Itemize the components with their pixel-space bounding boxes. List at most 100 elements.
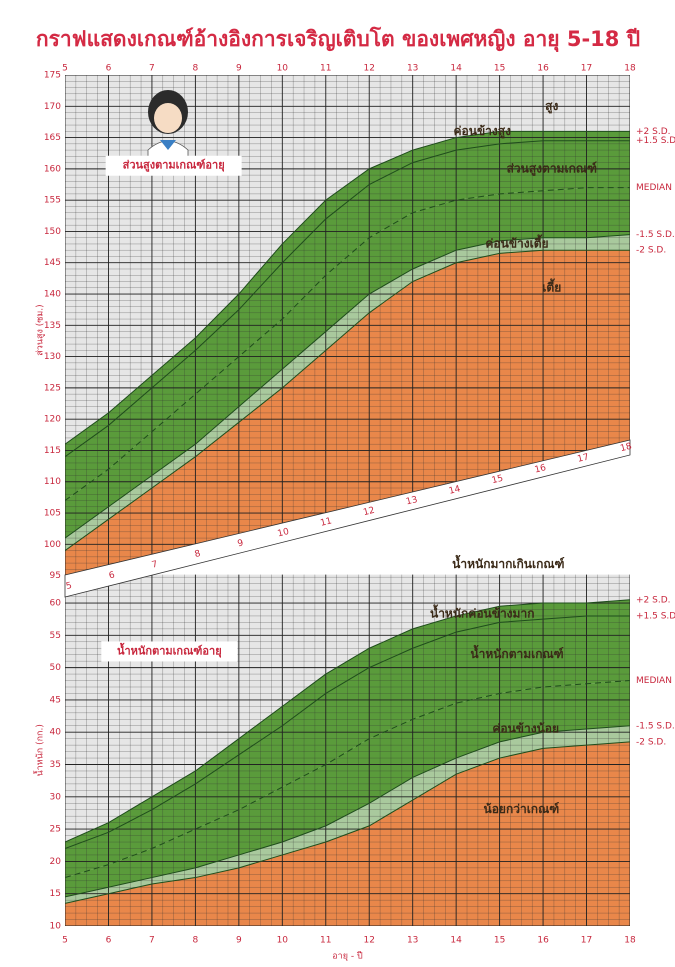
strip-age-label: 15 <box>491 474 505 486</box>
x-tick-label: 13 <box>407 936 418 946</box>
y-tick-label: 45 <box>50 695 61 705</box>
curve-line <box>65 725 630 898</box>
x-tick-label: 5 <box>62 936 68 946</box>
curve-line <box>65 249 630 551</box>
curve-label: +2 S.D. <box>636 595 671 605</box>
inner-title-box <box>105 155 242 176</box>
y-tick-label: 100 <box>44 540 61 550</box>
curve-line <box>65 741 630 904</box>
strip-age-label: 13 <box>405 495 419 507</box>
curve-label: +1.5 S.D. <box>636 136 675 146</box>
x-tick-label: 16 <box>537 936 549 946</box>
band-label: ค่อนข้างน้อย <box>492 721 559 735</box>
age-strip <box>64 439 631 598</box>
strip-age-label: 16 <box>534 463 548 476</box>
curve-label: +2 S.D. <box>636 127 671 137</box>
curve-line <box>65 187 630 501</box>
y-tick-label: 110 <box>44 477 61 487</box>
y-tick-label: 55 <box>50 631 61 641</box>
y-tick-label: 50 <box>50 663 62 673</box>
strip-age-label: 8 <box>194 549 202 560</box>
y-tick-label: 95 <box>50 571 61 581</box>
y-tick-label: 20 <box>50 857 62 867</box>
x-tick-label: 9 <box>236 936 242 946</box>
strip-age-label: 18 <box>619 442 633 455</box>
band-fill <box>65 599 630 849</box>
y-tick-label: 115 <box>44 446 61 456</box>
y-tick-label: 40 <box>50 728 62 738</box>
x-tick-label: 12 <box>364 936 375 946</box>
weight-plot <box>65 574 630 926</box>
band-label: น้ำหนักตามเกณฑ์ <box>470 644 563 661</box>
y-tick-label: 35 <box>50 760 61 770</box>
y-tick-label: 105 <box>44 509 61 519</box>
x-tick-label: 16 <box>537 64 549 74</box>
band-label: ค่อนข้างเตี้ย <box>485 233 548 250</box>
band-label: เตี้ย <box>542 277 561 294</box>
page-title: กราฟแสดงเกณฑ์อ้างอิงการเจริญเติบโต ของเพ… <box>36 26 640 53</box>
x-tick-label: 5 <box>62 64 68 74</box>
x-tick-label: 15 <box>494 936 505 946</box>
girl-illustration <box>147 90 189 159</box>
inner-title: น้ำหนักตามเกณฑ์อายุ <box>117 642 222 658</box>
y-tick-label: 175 <box>44 71 61 81</box>
strip-age-label: 9 <box>237 538 245 549</box>
strip-age-label: 11 <box>319 516 333 528</box>
curve-line <box>65 680 630 879</box>
band-label: สูง <box>545 99 558 114</box>
curve-label: -2 S.D. <box>636 246 666 256</box>
curve-label: -1.5 S.D. <box>636 721 675 731</box>
y-tick-label: 145 <box>44 258 61 268</box>
y-tick-label: 150 <box>44 227 61 237</box>
x-tick-label: 7 <box>149 64 155 74</box>
strip-age-label: 14 <box>448 484 462 497</box>
y-tick-label: 120 <box>44 415 61 425</box>
y-tick-label: 140 <box>44 290 61 300</box>
curve-line <box>65 234 630 539</box>
x-tick-label: 6 <box>106 936 112 946</box>
y-tick-label: 160 <box>44 164 61 174</box>
y-tick-label: 10 <box>50 922 62 932</box>
strip-age-label: 12 <box>362 506 376 518</box>
x-tick-label: 18 <box>624 64 636 74</box>
y-tick-label: 30 <box>50 792 62 802</box>
curve-label: +1.5 S.D. <box>636 611 675 621</box>
band-label: น้อยกว่าเกณฑ์ <box>484 802 560 816</box>
x-tick-label: 8 <box>193 64 199 74</box>
x-tick-label: 18 <box>624 936 636 946</box>
strip-age-label: 7 <box>151 560 159 571</box>
strip-age-label: 6 <box>108 570 116 581</box>
band-label: ส่วนสูงตามเกณฑ์ <box>507 161 597 176</box>
strip-age-label: 5 <box>65 581 73 592</box>
inner-title-box <box>101 641 238 662</box>
y-axis-label: น้ำหนัก (กก.) <box>33 724 46 776</box>
x-tick-label: 17 <box>581 936 592 946</box>
x-tick-label: 6 <box>106 64 112 74</box>
curve-label: MEDIAN <box>636 676 672 686</box>
x-tick-label: 9 <box>236 64 242 74</box>
x-tick-label: 17 <box>581 64 592 74</box>
strip-age-label: 17 <box>577 452 591 464</box>
x-tick-label: 14 <box>450 936 462 946</box>
overlay: +2 S.D.+1.5 S.D.MEDIAN-1.5 S.D.-2 S.D.95… <box>33 64 675 962</box>
band-label: น้ำหนักค่อนข้างมาก <box>430 604 534 621</box>
x-tick-label: 10 <box>277 936 289 946</box>
y-tick-label: 60 <box>50 599 62 609</box>
strip-age-label: 10 <box>277 527 291 540</box>
x-tick-label: 10 <box>277 64 289 74</box>
curve-label: -2 S.D. <box>636 737 666 747</box>
x-tick-label: 11 <box>320 64 331 74</box>
band-label: น้ำหนักมากเกินเกณฑ์ <box>452 554 564 571</box>
y-tick-label: 135 <box>44 321 61 331</box>
curve-label: -1.5 S.D. <box>636 230 675 240</box>
x-tick-label: 11 <box>320 936 331 946</box>
inner-title: ส่วนสูงตามเกณฑ์อายุ <box>123 159 225 173</box>
y-tick-label: 15 <box>50 889 61 899</box>
y-tick-label: 25 <box>50 825 61 835</box>
y-axis-label: ส่วนสูง (ซม.) <box>36 304 46 355</box>
y-tick-label: 155 <box>44 196 61 206</box>
curve-line <box>65 140 630 458</box>
x-axis-label: อายุ - ปี <box>332 951 363 962</box>
x-tick-label: 7 <box>149 936 155 946</box>
